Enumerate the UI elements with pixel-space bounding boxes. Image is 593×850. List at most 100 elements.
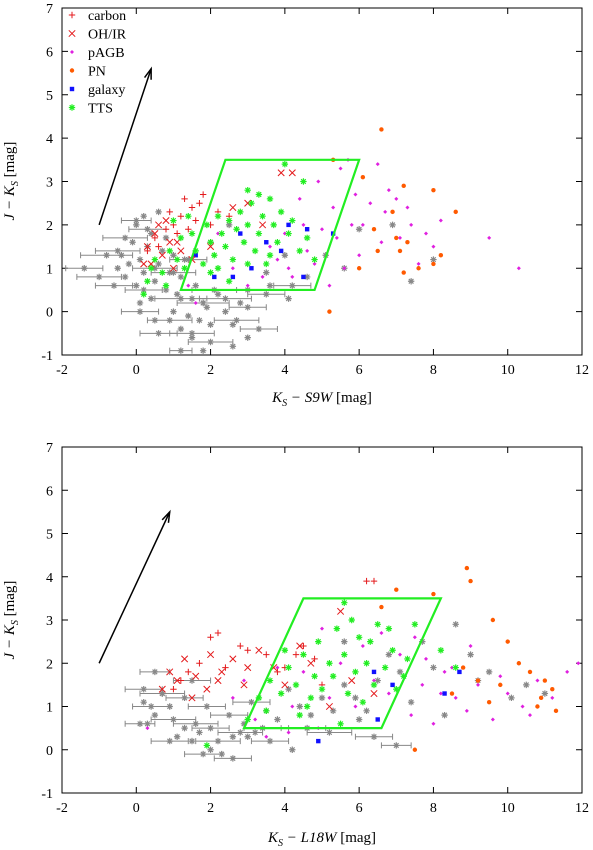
point-other bbox=[170, 716, 177, 723]
point-pagb bbox=[565, 669, 570, 674]
point-other bbox=[110, 282, 118, 289]
point-other bbox=[237, 299, 244, 307]
point-pagb bbox=[245, 283, 250, 288]
y-tick-label: 4 bbox=[46, 571, 53, 586]
point-tts bbox=[367, 638, 374, 645]
point-other bbox=[419, 638, 426, 645]
point-other bbox=[229, 733, 237, 740]
point-other bbox=[248, 698, 255, 706]
point-tts bbox=[207, 239, 214, 246]
point-other bbox=[121, 234, 129, 242]
point-pagb bbox=[360, 222, 365, 227]
point-ohir bbox=[370, 689, 378, 698]
point-pn bbox=[416, 266, 421, 271]
point-pagb bbox=[327, 695, 332, 700]
point-other bbox=[151, 265, 159, 272]
point-ohir bbox=[162, 216, 170, 225]
point-carbon bbox=[222, 664, 229, 671]
point-pagb bbox=[420, 682, 425, 687]
point-other bbox=[407, 278, 415, 285]
point-other bbox=[430, 256, 437, 263]
point-tts bbox=[452, 664, 459, 671]
point-other bbox=[151, 668, 159, 676]
point-pn bbox=[390, 209, 395, 215]
point-other bbox=[393, 742, 400, 749]
point-tts bbox=[318, 686, 326, 693]
point-ohir bbox=[192, 672, 200, 680]
point-other bbox=[229, 321, 237, 328]
point-other bbox=[103, 252, 110, 259]
point-pagb bbox=[409, 222, 414, 227]
legend-label-pagb: pAGB bbox=[88, 46, 125, 61]
point-tts bbox=[359, 698, 367, 706]
point-other bbox=[307, 711, 315, 719]
y-tick-label: 3 bbox=[46, 614, 53, 629]
point-other bbox=[185, 256, 192, 263]
point-pagb bbox=[490, 717, 495, 722]
point-other bbox=[244, 304, 251, 311]
point-tts bbox=[300, 178, 307, 185]
point-other bbox=[263, 291, 270, 298]
point-other bbox=[352, 694, 359, 702]
point-pn bbox=[375, 248, 380, 254]
point-other bbox=[144, 720, 151, 727]
point-ohir bbox=[151, 229, 159, 238]
point-tts bbox=[244, 260, 251, 268]
point-ohir bbox=[166, 668, 174, 676]
point-pn bbox=[490, 617, 496, 623]
point-carbon bbox=[300, 642, 307, 650]
point-pagb bbox=[375, 162, 380, 167]
point-pagb bbox=[312, 261, 317, 266]
point-other bbox=[326, 729, 333, 736]
point-other bbox=[188, 295, 196, 302]
point-tts bbox=[211, 252, 218, 259]
point-other bbox=[136, 308, 144, 315]
point-pagb bbox=[297, 196, 302, 201]
reddening-vector bbox=[98, 511, 171, 664]
point-ohir bbox=[169, 264, 177, 272]
point-other bbox=[222, 295, 229, 302]
y-tick-label: 5 bbox=[46, 89, 53, 104]
point-other bbox=[170, 252, 177, 259]
point-other bbox=[151, 317, 159, 324]
point-tts bbox=[281, 647, 289, 654]
point-other bbox=[452, 621, 459, 628]
point-pagb bbox=[476, 682, 480, 687]
point-carbon bbox=[196, 660, 203, 667]
point-tts bbox=[263, 260, 270, 268]
point-other bbox=[166, 703, 173, 710]
x-tick-label: -2 bbox=[56, 363, 68, 378]
point-pagb bbox=[398, 235, 402, 240]
point-tts bbox=[285, 664, 292, 671]
point-carbon bbox=[274, 668, 281, 676]
point-ohir bbox=[307, 659, 315, 667]
point-other bbox=[296, 703, 303, 710]
point-ohir bbox=[255, 646, 263, 654]
point-galaxy bbox=[390, 682, 395, 688]
x-axis-label: KS − S9W [mag] bbox=[271, 390, 372, 409]
point-galaxy bbox=[286, 222, 291, 228]
point-other bbox=[177, 273, 185, 281]
point-other bbox=[263, 269, 270, 276]
point-tts bbox=[218, 230, 225, 237]
selection-box bbox=[179, 158, 361, 292]
point-tts bbox=[203, 742, 211, 749]
x-tick-label: 6 bbox=[356, 801, 363, 816]
x-tick-label: 12 bbox=[575, 801, 589, 816]
point-ohir bbox=[218, 668, 226, 676]
point-other bbox=[289, 282, 296, 289]
point-pn bbox=[553, 708, 559, 714]
y-axis-label: J − KS [mag] bbox=[2, 581, 21, 660]
point-other bbox=[170, 269, 177, 276]
point-pagb bbox=[349, 222, 354, 227]
point-other bbox=[159, 247, 166, 255]
point-tts bbox=[363, 660, 370, 667]
legend-label-pn: PN bbox=[88, 65, 106, 80]
point-pn bbox=[542, 678, 548, 683]
point-tts bbox=[170, 217, 177, 224]
point-pagb bbox=[320, 227, 324, 232]
point-tts bbox=[140, 291, 147, 298]
point-other bbox=[222, 308, 229, 315]
point-other bbox=[244, 334, 251, 341]
